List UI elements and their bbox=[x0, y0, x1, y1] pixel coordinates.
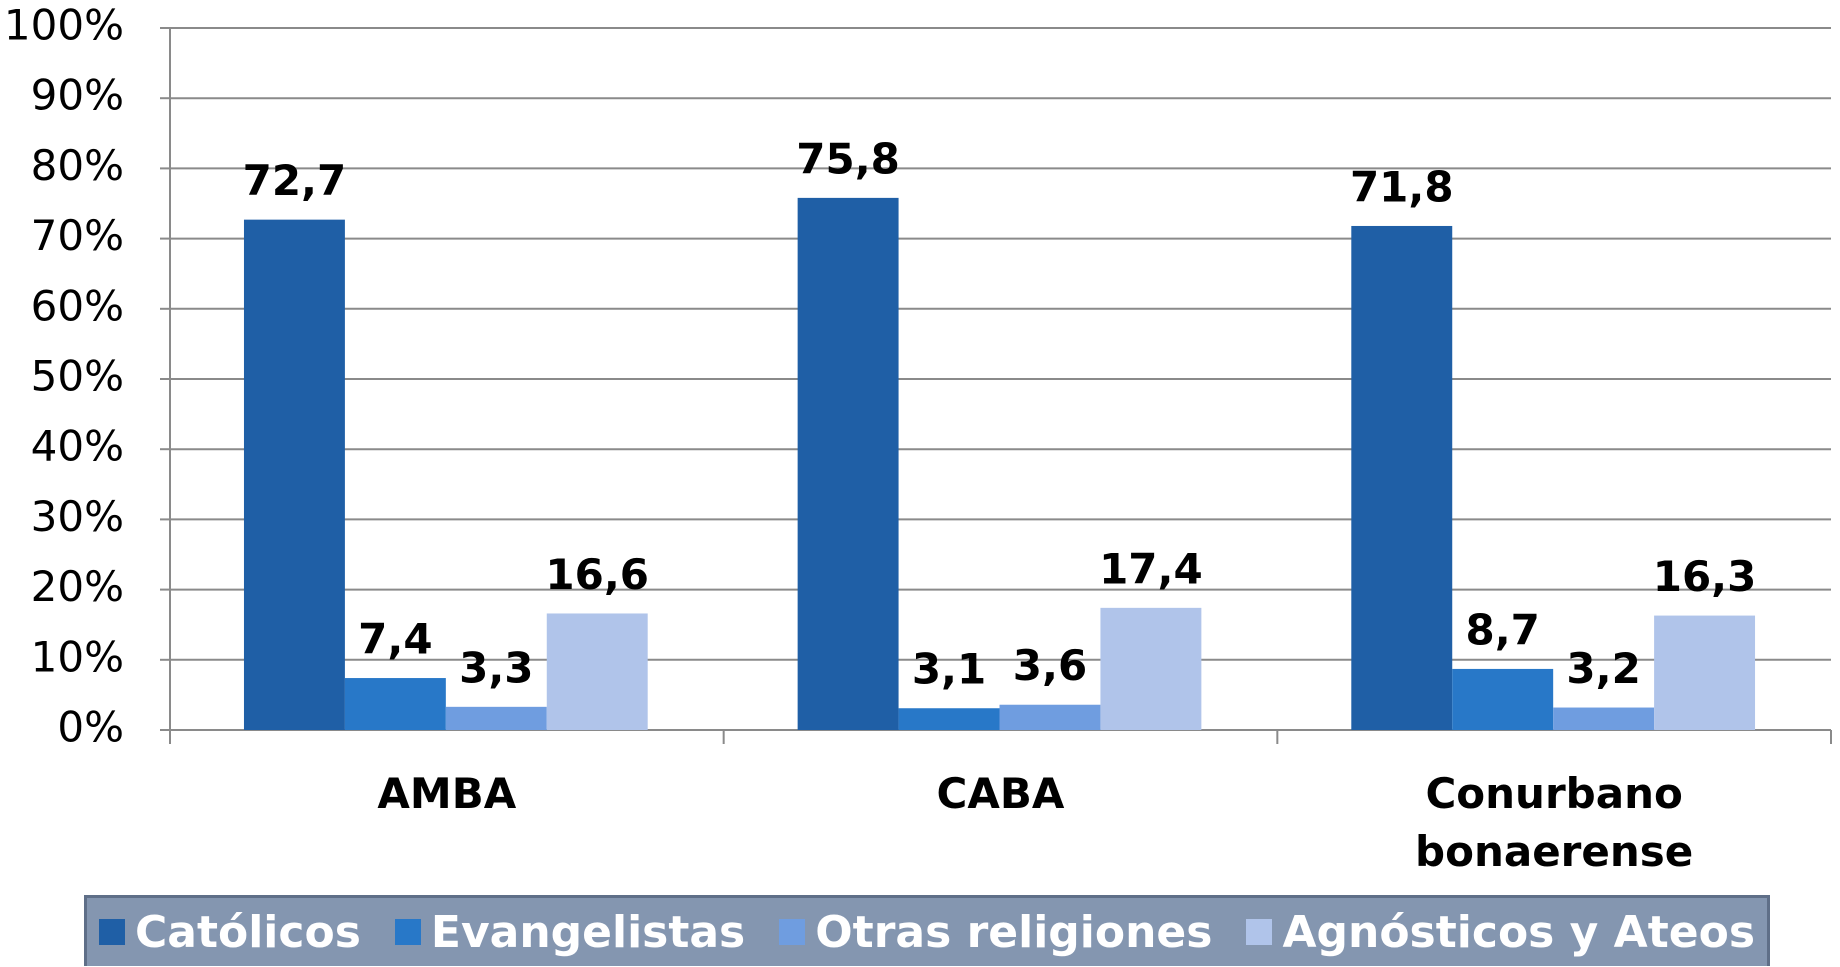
data-label: 16,6 bbox=[545, 550, 649, 599]
y-tick-label: 70% bbox=[31, 211, 124, 260]
bar bbox=[344, 678, 446, 730]
data-label: 8,7 bbox=[1466, 605, 1540, 654]
legend-label: Agnósticos y Ateos bbox=[1282, 906, 1756, 958]
y-tick-label: 10% bbox=[31, 632, 124, 681]
bar bbox=[546, 613, 648, 730]
legend-label: Católicos bbox=[134, 906, 361, 958]
y-tick-label: 80% bbox=[31, 141, 124, 190]
y-tick-label: 40% bbox=[31, 422, 124, 471]
x-tick-label: CABA bbox=[936, 769, 1065, 818]
y-tick-label: 30% bbox=[31, 492, 124, 541]
data-label: 3,1 bbox=[912, 645, 986, 694]
x-tick-label: AMBA bbox=[377, 769, 517, 818]
legend-swatch bbox=[1246, 919, 1273, 945]
legend-item: Evangelistas bbox=[394, 906, 746, 958]
data-label: 72,7 bbox=[243, 156, 347, 205]
legend-item: Católicos bbox=[98, 906, 361, 958]
bar bbox=[445, 706, 547, 730]
y-tick-label: 90% bbox=[31, 71, 124, 120]
y-tick-label: 50% bbox=[31, 352, 124, 401]
legend-label: Evangelistas bbox=[430, 906, 746, 958]
y-tick-label: 100% bbox=[4, 1, 124, 50]
bar bbox=[1553, 707, 1655, 730]
data-label: 3,3 bbox=[459, 643, 533, 692]
legend-item: Agnósticos y Ateos bbox=[1246, 907, 1755, 958]
bar bbox=[1452, 668, 1554, 730]
y-tick-label: 60% bbox=[31, 281, 124, 330]
bar bbox=[1351, 225, 1453, 731]
bar bbox=[1654, 615, 1756, 730]
legend: Católicos Evangelistas Otras religiones Agn… bbox=[84, 895, 1770, 966]
x-tick-label: Conurbano bonaerense bbox=[1415, 769, 1694, 876]
bar bbox=[243, 219, 345, 730]
data-label: 71,8 bbox=[1350, 162, 1454, 211]
legend-swatch bbox=[394, 919, 421, 945]
legend-item: Otras religiones bbox=[779, 907, 1212, 958]
data-label: 3,6 bbox=[1013, 641, 1087, 690]
bar bbox=[999, 704, 1101, 730]
legend-label: Otras religiones bbox=[815, 906, 1213, 958]
data-label: 7,4 bbox=[358, 615, 432, 664]
data-label: 3,2 bbox=[1566, 644, 1640, 693]
bar bbox=[1100, 607, 1202, 730]
bar bbox=[797, 197, 899, 730]
data-label: 75,8 bbox=[796, 134, 900, 183]
legend-swatch bbox=[98, 919, 125, 945]
bar bbox=[898, 708, 1000, 730]
y-tick-label: 0% bbox=[57, 703, 124, 752]
legend-swatch bbox=[779, 919, 806, 945]
data-label: 16,3 bbox=[1653, 552, 1757, 601]
y-tick-label: 20% bbox=[31, 562, 124, 611]
data-label: 17,4 bbox=[1099, 544, 1203, 593]
